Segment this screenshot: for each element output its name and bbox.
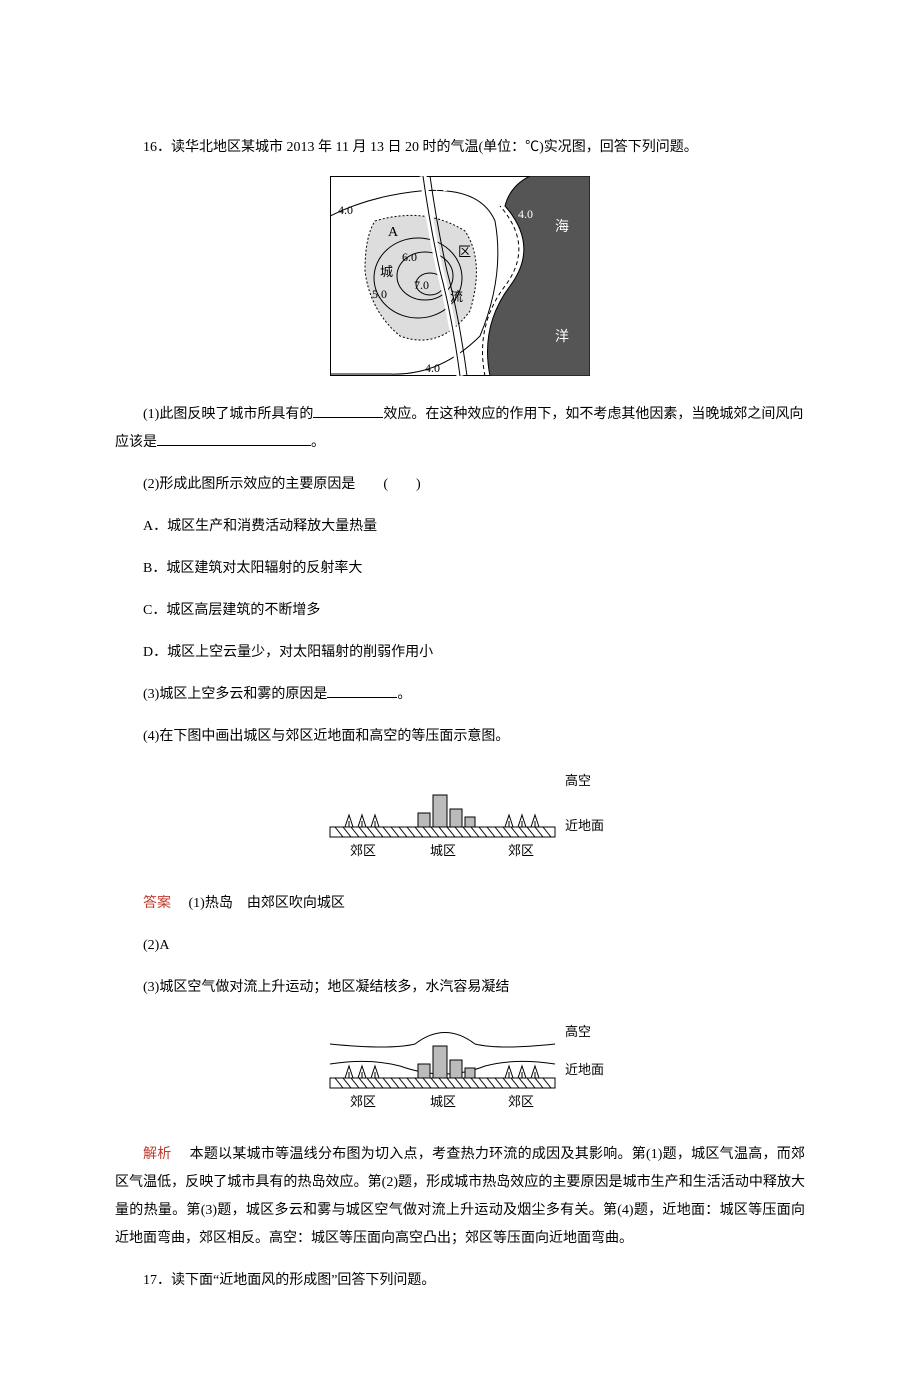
opt-B: B．城区建筑对太阳辐射的反射率大: [115, 555, 805, 583]
q16-q1: (1)此图反映了城市所具有的效应。在这种效应的作用下，如不考虑其他因素，当晚城郊…: [115, 401, 805, 457]
cross-section-ans-svg: 高空 近地面 郊区 城区 郊区: [310, 1016, 610, 1116]
cross-section-answer: 高空 近地面 郊区 城区 郊区: [115, 1016, 805, 1127]
q16-q4: (4)在下图中画出城区与郊区近地面和高空的等压面示意图。: [115, 723, 805, 751]
map-label-sea: 海: [555, 219, 569, 235]
q1-text-a: (1)此图反映了城市所具有的: [143, 407, 313, 422]
q16-map-figure: 4.0 4.0 5.0 6.0 7.0 4.0 河 A 城 区 流 海 洋: [115, 176, 805, 387]
blank-1[interactable]: [313, 404, 383, 418]
map-label-flow: 流: [450, 289, 463, 304]
map-label-50: 5.0: [372, 287, 387, 301]
map-label-40c: 4.0: [425, 361, 440, 375]
cross-section-blank: 高空 近地面 郊区 城区 郊区: [115, 765, 805, 876]
ans1: (1)热岛 由郊区吹向城区: [189, 896, 345, 911]
q16-stem: 16．读华北地区某城市 2013 年 11 月 13 日 20 时的气温(单位：…: [115, 134, 805, 162]
q3-text: (3)城区上空多云和雾的原因是: [143, 687, 327, 702]
cs2-urban: 城区: [430, 1094, 456, 1109]
map-label-40a: 4.0: [338, 203, 353, 217]
map-label-city: 城: [380, 264, 393, 279]
q16-q3: (3)城区上空多云和雾的原因是 。: [115, 681, 805, 709]
cs-sky-label: 高空: [565, 773, 591, 788]
map-label-district: 区: [458, 244, 471, 259]
cs2-sky-label: 高空: [565, 1024, 591, 1039]
cs-suburb-l: 郊区: [350, 843, 376, 858]
cs2-suburb-l: 郊区: [350, 1094, 376, 1109]
q3-end: 。: [397, 687, 411, 702]
cs2-ground-label: 近地面: [565, 1062, 604, 1077]
map-label-A: A: [388, 225, 399, 240]
cs-ground-label: 近地面: [565, 818, 604, 833]
blank-2[interactable]: [157, 432, 311, 446]
q16-q2: (2)形成此图所示效应的主要原因是 ( ): [115, 471, 805, 499]
answer-label: 答案: [143, 896, 171, 911]
map-label-60: 6.0: [402, 250, 417, 264]
opt-A: A．城区生产和消费活动释放大量热量: [115, 513, 805, 541]
ans2: (2)A: [115, 932, 805, 960]
opt-C: C．城区高层建筑的不断增多: [115, 597, 805, 625]
q1-text-c: 。: [311, 435, 325, 450]
map-label-70: 7.0: [414, 278, 429, 292]
cs-urban: 城区: [430, 843, 456, 858]
map-label-river: 河: [435, 178, 449, 194]
opt-D: D．城区上空云量少，对太阳辐射的削弱作用小: [115, 639, 805, 667]
explanation-block: 解析 本题以某城市等温线分布图为切入点，考查热力环流的成因及其影响。第(1)题，…: [115, 1141, 805, 1253]
cs2-suburb-r: 郊区: [508, 1094, 534, 1109]
cs-suburb-r: 郊区: [508, 843, 534, 858]
q17-stem: 17．读下面“近地面风的形成图”回答下列问题。: [115, 1267, 805, 1295]
answer-line-1: 答案 (1)热岛 由郊区吹向城区: [115, 890, 805, 918]
ans3: (3)城区空气做对流上升运动；地区凝结核多，水汽容易凝结: [115, 974, 805, 1002]
blank-3[interactable]: [327, 684, 397, 698]
explanation-label: 解析: [143, 1147, 172, 1162]
map-label-ocean: 洋: [555, 329, 569, 345]
map-svg: 4.0 4.0 5.0 6.0 7.0 4.0 河 A 城 区 流 海 洋: [330, 176, 590, 376]
map-label-40b: 4.0: [518, 207, 533, 221]
cross-section-svg: 高空 近地面 郊区 城区 郊区: [310, 765, 610, 865]
explanation-text: 本题以某城市等温线分布图为切入点，考查热力环流的成因及其影响。第(1)题，城区气…: [115, 1147, 805, 1246]
